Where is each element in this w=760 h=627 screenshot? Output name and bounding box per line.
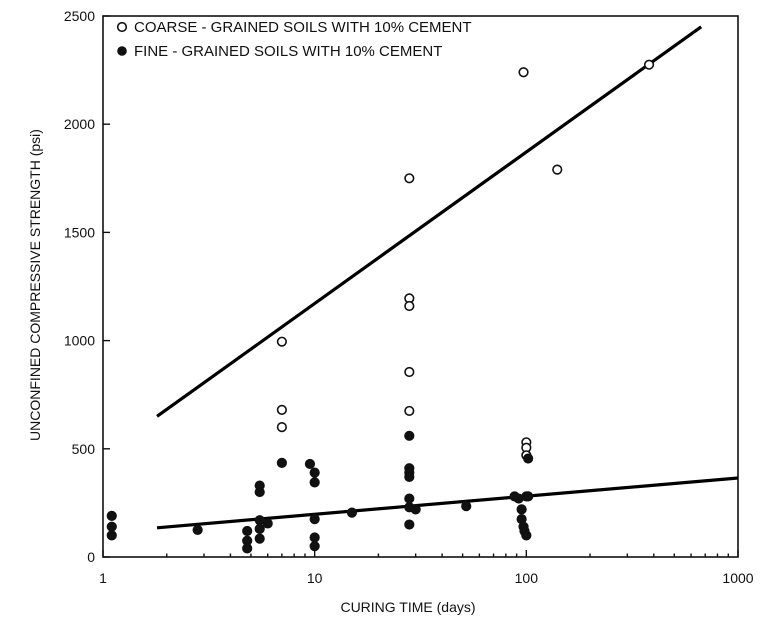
y-tick-label: 0 [87, 549, 95, 565]
x-tick-label: 100 [515, 570, 539, 586]
fine-point [254, 533, 265, 544]
fine-point [106, 521, 117, 532]
fine-point [276, 457, 287, 468]
legend-label: FINE - GRAINED SOILS WITH 10% CEMENT [134, 43, 442, 60]
fine-point [523, 491, 534, 502]
fine-point [461, 501, 472, 512]
fine-point [516, 504, 527, 515]
coarse-point [552, 164, 563, 175]
fine-point [523, 453, 534, 464]
fine-point [106, 510, 117, 521]
legend-filled-circle-icon [117, 46, 127, 56]
y-tick-label: 1000 [64, 333, 95, 349]
fine-point [309, 477, 320, 488]
fine-point [242, 525, 253, 537]
legend-label: COARSE - GRAINED SOILS WITH 10% CEMENT [134, 19, 472, 36]
fine-point [404, 493, 415, 504]
y-axis-title: UNCONFINED COMPRESSIVE STRENGTH (psi) [27, 129, 43, 441]
fine-trend-line [156, 476, 739, 530]
coarse-point [276, 336, 287, 347]
fine-point [254, 523, 265, 534]
coarse-point [404, 366, 415, 378]
fine-point [309, 514, 320, 525]
fine-point [404, 430, 415, 441]
coarse-point [276, 422, 287, 433]
fine-point [309, 467, 320, 478]
coarse-point [404, 173, 415, 184]
fine-point [404, 519, 415, 530]
coarse-point [276, 404, 287, 415]
x-tick-label: 1000 [722, 570, 753, 586]
fine-point [192, 524, 203, 536]
fine-point [410, 504, 421, 515]
fine-point [404, 471, 415, 483]
fine-point [346, 507, 358, 518]
fine-point [254, 486, 265, 498]
plot-frame [102, 15, 739, 558]
coarse-point [518, 67, 529, 78]
legend-open-circle-icon [116, 21, 128, 33]
coarse-point [404, 405, 415, 417]
x-tick-label: 1 [99, 570, 107, 586]
fine-point [106, 530, 117, 541]
x-tick-label: 10 [307, 570, 323, 586]
fine-point [242, 543, 253, 554]
fine-point [304, 458, 316, 470]
coarse-point [643, 59, 655, 70]
fine-point [521, 530, 532, 541]
fine-point [309, 532, 320, 543]
coarse-trend-line [156, 25, 703, 418]
y-tick-label: 2000 [64, 116, 95, 132]
x-axis-title: CURING TIME (days) [340, 599, 475, 615]
y-tick-label: 2500 [64, 8, 95, 24]
fine-point [309, 541, 320, 552]
y-tick-label: 1500 [64, 224, 95, 240]
y-tick-label: 500 [72, 441, 96, 457]
fine-point [262, 518, 273, 529]
coarse-point [404, 300, 415, 312]
